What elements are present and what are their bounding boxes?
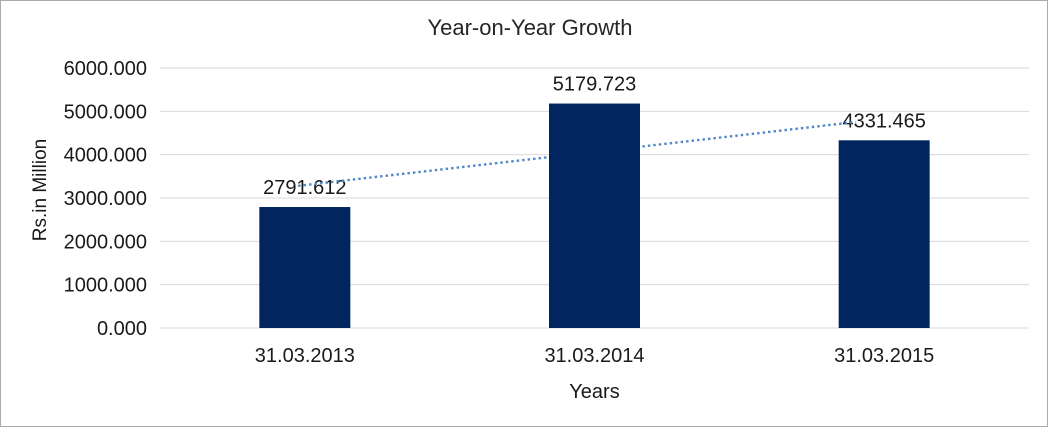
y-tick-label: 6000.000	[64, 58, 147, 80]
bar	[259, 207, 351, 328]
category-label: 31.03.2014	[544, 345, 644, 367]
bar-data-label: 2791.612	[263, 177, 346, 199]
y-tick-label: 5000.000	[64, 101, 147, 123]
bar	[549, 103, 640, 328]
y-tick-label: 1000.000	[64, 275, 147, 297]
chart-title: Year-on-Year Growth	[427, 15, 633, 40]
category-label: 31.03.2013	[255, 345, 355, 367]
x-axis-title: Years	[569, 381, 620, 403]
y-tick-label: 4000.000	[64, 145, 147, 167]
bar	[838, 140, 930, 328]
y-tick-label: 2000.000	[64, 231, 147, 253]
y-tick-label: 3000.000	[64, 188, 147, 210]
y-tick-label: 0.000	[97, 318, 147, 340]
bar-data-label: 5179.723	[553, 74, 636, 96]
bar-data-label: 4331.465	[842, 110, 925, 132]
category-label: 31.03.2015	[834, 345, 934, 367]
